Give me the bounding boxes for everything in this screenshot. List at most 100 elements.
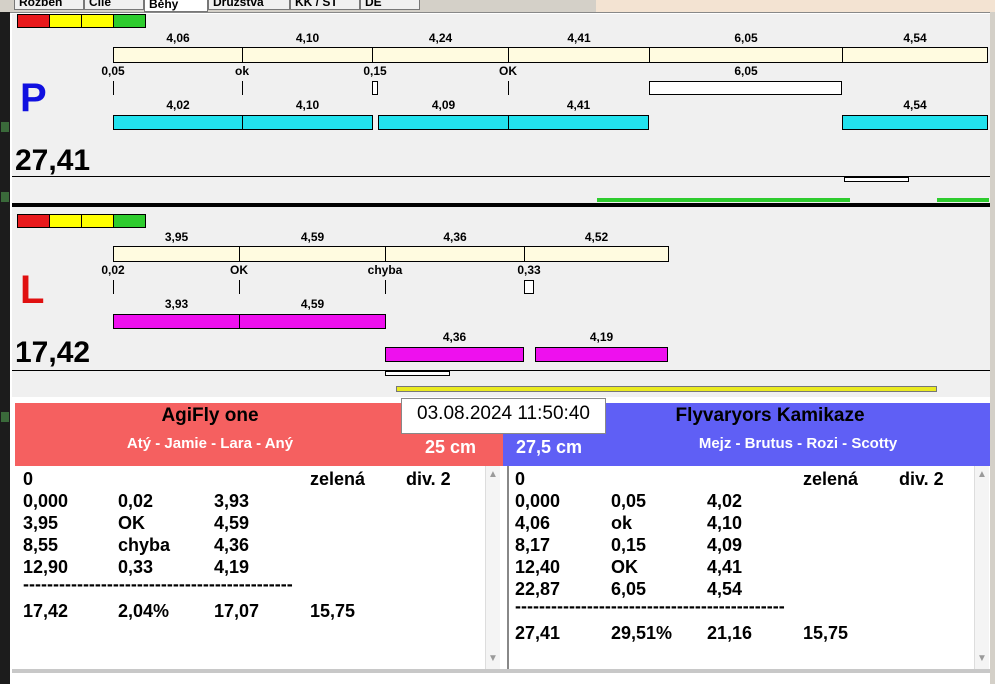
split-time: 4,09 bbox=[431, 98, 456, 112]
fault-value: 0,33 bbox=[517, 263, 541, 277]
fault-value: 6,05 bbox=[734, 64, 758, 78]
team-left-height: 25 cm bbox=[425, 437, 477, 457]
split-time: 4,02 bbox=[166, 98, 190, 112]
scroll-up-icon[interactable]: ▲ bbox=[977, 469, 987, 480]
split-time: 4,54 bbox=[903, 31, 927, 45]
scroll-up-icon[interactable]: ▲ bbox=[488, 469, 498, 480]
fault-marker bbox=[524, 280, 534, 294]
fault-tick bbox=[239, 280, 240, 294]
split-time: 4,36 bbox=[442, 330, 467, 344]
split-time: 4,36 bbox=[443, 230, 467, 244]
split-bar bbox=[113, 47, 243, 63]
lane-total-p: 27,41 bbox=[15, 144, 91, 177]
traffic-light-p bbox=[17, 14, 147, 28]
progress-bar-yellow bbox=[396, 386, 937, 392]
split-bar bbox=[242, 115, 373, 130]
left-edge-marker bbox=[1, 192, 9, 202]
scroll-down-icon[interactable]: ▼ bbox=[977, 653, 987, 664]
team-left-dogs: Atý - Jamie - Lara - Aný bbox=[126, 435, 294, 452]
tab-de[interactable]: DE bbox=[360, 0, 420, 10]
fault-value: 0,05 bbox=[101, 64, 125, 78]
lane-separator bbox=[12, 203, 990, 207]
split-time: 3,93 bbox=[164, 297, 189, 311]
traffic-green bbox=[113, 214, 146, 228]
tab-strip: Rozběh Cíle Běhy Družstva KK / ST DE bbox=[0, 0, 995, 13]
split-bar bbox=[113, 314, 240, 329]
split-bar bbox=[385, 246, 525, 262]
tab-cile[interactable]: Cíle bbox=[84, 0, 144, 10]
split-time: 4,19 bbox=[589, 330, 614, 344]
left-edge-marker bbox=[1, 122, 9, 132]
team-right-height: 27,5 cm bbox=[516, 437, 583, 457]
fault-value: 0,15 bbox=[363, 64, 387, 78]
split-bar bbox=[239, 314, 386, 329]
split-time: 4,41 bbox=[567, 31, 591, 45]
window-right-edge bbox=[990, 12, 995, 684]
split-bar bbox=[378, 115, 509, 130]
split-time: 4,52 bbox=[584, 230, 609, 244]
split-bar bbox=[385, 347, 524, 362]
split-bar bbox=[372, 47, 509, 63]
split-bar bbox=[239, 246, 386, 262]
split-bar bbox=[842, 47, 988, 63]
split-bar bbox=[242, 47, 373, 63]
tab-druzstva[interactable]: Družstva bbox=[208, 0, 290, 10]
fault-tick bbox=[113, 280, 114, 294]
progress-marker bbox=[385, 371, 450, 376]
split-time: 4,59 bbox=[300, 230, 325, 244]
fault-value: ok bbox=[234, 64, 249, 78]
lane-total-l: 17,42 bbox=[15, 336, 91, 369]
fault-tick bbox=[385, 280, 386, 294]
fault-value: OK bbox=[230, 263, 248, 277]
split-bar bbox=[508, 47, 650, 63]
fault-value: 0,02 bbox=[101, 263, 125, 277]
tab-strip-filler bbox=[596, 0, 995, 12]
results-separator: ----------------------------------------… bbox=[23, 579, 293, 593]
split-time: 4,06 bbox=[166, 31, 190, 45]
traffic-red bbox=[17, 214, 50, 228]
tab-rozbeh[interactable]: Rozběh bbox=[14, 0, 84, 10]
split-bar bbox=[113, 246, 240, 262]
left-edge-bar bbox=[0, 12, 10, 684]
lane-letter-p: P bbox=[20, 76, 47, 120]
split-bar bbox=[535, 347, 668, 362]
lane-p-panel bbox=[12, 14, 990, 204]
split-time: 3,95 bbox=[164, 230, 189, 244]
fault-marker bbox=[372, 81, 378, 95]
window-bottom-edge bbox=[12, 669, 990, 673]
progress-bar-green bbox=[937, 198, 989, 202]
scroll-down-icon[interactable]: ▼ bbox=[488, 653, 498, 664]
split-time: 4,54 bbox=[903, 98, 927, 112]
team-left-scrollbar[interactable]: ▲ ▼ bbox=[485, 466, 500, 669]
datetime-display: 03.08.2024 11:50:40 bbox=[401, 398, 606, 434]
fault-tick bbox=[508, 81, 509, 95]
left-edge-marker bbox=[1, 412, 9, 422]
split-time: 6,05 bbox=[734, 31, 758, 45]
split-bar bbox=[508, 115, 649, 130]
split-time: 4,59 bbox=[300, 297, 325, 311]
lane-divider bbox=[12, 370, 990, 371]
split-time: 4,24 bbox=[428, 31, 453, 45]
lane-l-panel bbox=[12, 207, 990, 397]
split-bar bbox=[113, 115, 243, 130]
lane-letter-l: L bbox=[20, 268, 45, 312]
team-left-name: AgiFly one bbox=[161, 405, 259, 426]
team-right-scrollbar[interactable]: ▲ ▼ bbox=[974, 466, 989, 669]
team-right-dogs: Mejz - Brutus - Rozi - Scotty bbox=[698, 435, 898, 452]
lane-divider bbox=[12, 176, 990, 177]
split-bar bbox=[524, 246, 669, 262]
team-right-results[interactable]: 0 zelená div. 2 0,000 0,05 4,02 4,06 ok … bbox=[507, 466, 992, 669]
progress-marker bbox=[844, 177, 909, 182]
split-time: 4,10 bbox=[295, 31, 320, 45]
fault-value: OK bbox=[499, 64, 517, 78]
tab-kk-st[interactable]: KK / ST bbox=[290, 0, 360, 10]
traffic-yellow bbox=[81, 14, 114, 28]
split-time: 4,10 bbox=[295, 98, 320, 112]
tab-behy[interactable]: Běhy bbox=[144, 0, 208, 12]
traffic-red bbox=[17, 14, 50, 28]
traffic-yellow bbox=[49, 214, 82, 228]
fault-value: chyba bbox=[367, 263, 403, 277]
traffic-light-l bbox=[17, 214, 147, 228]
fault-marker bbox=[649, 81, 842, 95]
team-left-results[interactable]: 0 zelená div. 2 0,000 0,02 3,93 3,95 OK … bbox=[15, 466, 503, 669]
